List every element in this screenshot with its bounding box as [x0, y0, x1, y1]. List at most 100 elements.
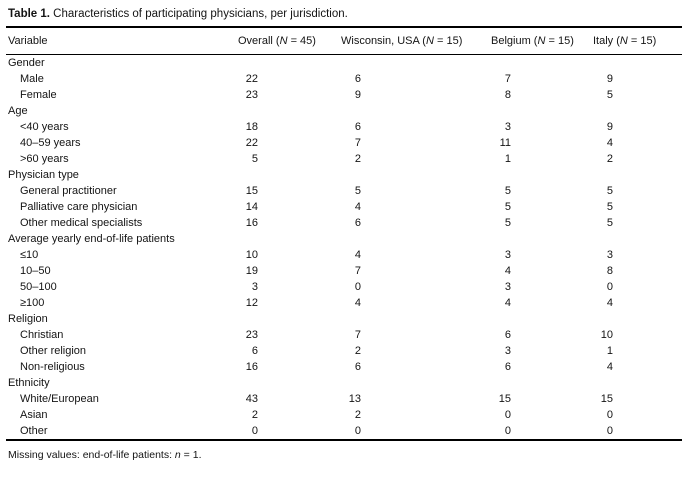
cell-value: 18 — [245, 121, 258, 133]
cell-value: 2 — [354, 409, 361, 421]
table-caption-number: Table 1. — [8, 8, 50, 20]
cell-value: 4 — [606, 137, 613, 149]
footnote-text-post: = 1. — [180, 449, 202, 461]
table-body: Gender Male 22 6 7 9 Female 23 9 8 5 Age <40 years 18… — [6, 55, 682, 441]
cell-value — [491, 231, 593, 247]
cell-value — [341, 103, 491, 119]
cell-value: 0 — [606, 425, 613, 437]
cell-value: 5 — [606, 89, 613, 101]
cell-value: 10 — [245, 249, 258, 261]
cell-value: 4 — [504, 265, 511, 277]
row-label: ≤10 — [20, 249, 39, 261]
data-row-female: Female 23 9 8 5 — [6, 87, 682, 103]
cell-value: 11 — [499, 137, 511, 149]
data-row-male: Male 22 6 7 9 — [6, 71, 682, 87]
cell-value — [491, 311, 593, 327]
cell-value — [238, 311, 341, 327]
cell-value: 0 — [354, 281, 361, 293]
cell-value — [593, 167, 682, 183]
cell-value: 8 — [606, 265, 613, 277]
cell-value — [593, 231, 682, 247]
column-header-wisconsin-usa: Wisconsin, USA (N = 15) — [341, 27, 491, 55]
cell-value: 1 — [606, 345, 613, 357]
cell-value: 4 — [504, 297, 511, 309]
cell-value: 3 — [251, 281, 258, 293]
cell-value: 9 — [606, 121, 613, 133]
cell-value: 15 — [600, 393, 613, 405]
cell-value: 9 — [354, 89, 361, 101]
data-row-60-years: >60 years 5 2 1 2 — [6, 151, 682, 167]
column-header-variable: Variable — [6, 27, 238, 55]
cell-value — [238, 167, 341, 183]
cell-value: 5 — [606, 185, 613, 197]
cell-value: 22 — [245, 73, 258, 85]
section-row-gender: Gender — [6, 55, 682, 72]
cell-value: 3 — [606, 249, 613, 261]
footnote-n-symbol: n — [174, 449, 181, 461]
cell-value: 16 — [245, 361, 258, 373]
data-row-100: ≥100 12 4 4 4 — [6, 295, 682, 311]
row-label: Ethnicity — [8, 377, 50, 389]
data-row-non-religious: Non-religious 16 6 6 4 — [6, 359, 682, 375]
cell-value: 6 — [354, 73, 361, 85]
column-header-overall: Overall (N = 45) — [238, 27, 341, 55]
row-label: Male — [20, 73, 44, 85]
cell-value: 23 — [245, 329, 258, 341]
row-label: Other religion — [20, 345, 87, 357]
cell-value: 15 — [498, 393, 511, 405]
cell-value: 19 — [245, 265, 258, 277]
cell-value: 0 — [504, 409, 511, 421]
row-label: Female — [20, 89, 57, 101]
cell-value — [238, 55, 341, 72]
data-row-40-years: <40 years 18 6 3 9 — [6, 119, 682, 135]
cell-value: 7 — [354, 265, 361, 277]
column-header-italy: Italy (N = 15) — [593, 27, 682, 55]
data-row-40-59-years: 40–59 years 22 7 11 4 — [6, 135, 682, 151]
cell-value: 5 — [504, 217, 511, 229]
cell-value — [341, 375, 491, 391]
cell-value: 4 — [354, 201, 361, 213]
cell-value: 5 — [504, 185, 511, 197]
cell-value: 1 — [504, 153, 511, 165]
cell-value: 4 — [354, 297, 361, 309]
row-label: Other — [20, 425, 48, 437]
section-row-age: Age — [6, 103, 682, 119]
row-label: 10–50 — [20, 265, 51, 277]
cell-value — [238, 375, 341, 391]
row-label: Age — [8, 105, 28, 117]
cell-value — [341, 311, 491, 327]
cell-value: 6 — [354, 361, 361, 373]
cell-value: 16 — [245, 217, 258, 229]
cell-value: 5 — [606, 201, 613, 213]
cell-value: 14 — [245, 201, 258, 213]
cell-value: 0 — [251, 425, 258, 437]
cell-value — [341, 167, 491, 183]
cell-value: 3 — [504, 121, 511, 133]
cell-value: 2 — [606, 153, 613, 165]
row-label: 50–100 — [20, 281, 57, 293]
cell-value: 5 — [606, 217, 613, 229]
cell-value: 5 — [354, 185, 361, 197]
cell-value: 6 — [504, 361, 511, 373]
data-row-50-100: 50–100 3 0 3 0 — [6, 279, 682, 295]
cell-value: 7 — [354, 329, 361, 341]
cell-value — [593, 103, 682, 119]
cell-value: 6 — [251, 345, 258, 357]
cell-value: 7 — [354, 137, 361, 149]
cell-value: 23 — [245, 89, 258, 101]
cell-value — [341, 231, 491, 247]
cell-value: 9 — [606, 73, 613, 85]
data-row-other-medical-specialists: Other medical specialists 16 6 5 5 — [6, 215, 682, 231]
row-label: 40–59 years — [20, 137, 81, 149]
cell-value: 5 — [251, 153, 258, 165]
data-row-christian: Christian 23 7 6 10 — [6, 327, 682, 343]
cell-value: 3 — [504, 345, 511, 357]
row-label: >60 years — [20, 153, 69, 165]
cell-value: 6 — [504, 329, 511, 341]
cell-value: 13 — [348, 393, 361, 405]
cell-value: 6 — [354, 121, 361, 133]
cell-value: 8 — [504, 89, 511, 101]
row-label: General practitioner — [20, 185, 117, 197]
cell-value: 7 — [504, 73, 511, 85]
table-header-row: Variable Overall (N = 45) Wisconsin, USA … — [6, 27, 682, 55]
